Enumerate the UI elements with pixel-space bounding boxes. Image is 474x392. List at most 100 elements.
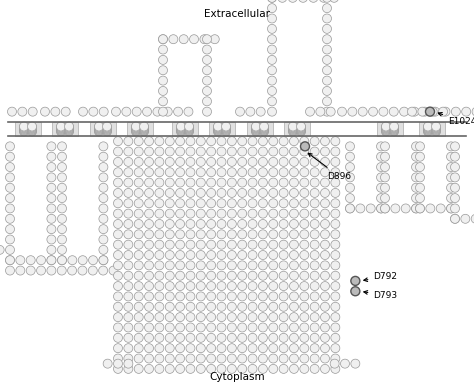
Circle shape (237, 292, 246, 301)
Circle shape (99, 152, 108, 161)
Circle shape (207, 147, 216, 156)
Circle shape (56, 125, 65, 134)
Circle shape (310, 302, 319, 311)
Circle shape (186, 313, 195, 321)
Circle shape (124, 209, 133, 218)
Circle shape (237, 302, 246, 311)
Circle shape (186, 292, 195, 301)
Circle shape (175, 209, 184, 218)
Circle shape (6, 142, 15, 151)
Circle shape (175, 344, 184, 353)
Circle shape (217, 189, 226, 198)
Circle shape (390, 123, 399, 132)
Circle shape (416, 152, 425, 161)
Circle shape (228, 178, 237, 187)
Circle shape (6, 256, 15, 265)
Circle shape (228, 271, 237, 280)
Circle shape (248, 137, 257, 146)
Circle shape (217, 323, 226, 332)
Circle shape (124, 344, 133, 353)
Circle shape (320, 220, 329, 229)
Circle shape (381, 204, 390, 213)
Circle shape (258, 137, 267, 146)
Circle shape (68, 266, 77, 275)
Circle shape (382, 123, 391, 132)
Circle shape (207, 230, 216, 239)
Circle shape (113, 281, 122, 290)
Circle shape (221, 123, 230, 132)
Circle shape (6, 183, 15, 192)
Circle shape (186, 147, 195, 156)
Circle shape (158, 35, 167, 44)
Circle shape (217, 220, 226, 229)
Circle shape (248, 189, 257, 198)
Circle shape (447, 173, 456, 182)
Circle shape (379, 107, 388, 116)
Circle shape (269, 189, 278, 198)
Circle shape (217, 147, 226, 156)
Circle shape (94, 125, 103, 134)
Circle shape (418, 107, 427, 116)
Circle shape (258, 354, 267, 363)
Circle shape (131, 126, 140, 135)
Circle shape (145, 168, 154, 177)
Bar (52, 122, 78, 136)
Circle shape (113, 240, 122, 249)
Circle shape (251, 126, 260, 135)
Circle shape (248, 292, 257, 301)
Circle shape (322, 35, 331, 44)
Circle shape (134, 354, 143, 363)
Circle shape (6, 204, 15, 213)
Circle shape (217, 240, 226, 249)
Circle shape (297, 123, 306, 132)
Circle shape (258, 199, 267, 208)
Circle shape (237, 344, 246, 353)
Circle shape (390, 127, 399, 136)
Circle shape (213, 123, 222, 132)
Circle shape (228, 230, 237, 239)
Circle shape (145, 281, 154, 290)
Circle shape (450, 173, 459, 182)
Circle shape (423, 125, 432, 134)
Circle shape (64, 125, 73, 134)
Circle shape (376, 194, 385, 203)
Circle shape (184, 123, 193, 132)
Circle shape (258, 147, 267, 156)
Circle shape (102, 125, 111, 134)
Circle shape (99, 204, 108, 213)
Circle shape (131, 125, 140, 134)
Circle shape (57, 152, 66, 161)
Circle shape (290, 189, 299, 198)
Circle shape (400, 107, 409, 116)
Circle shape (423, 125, 432, 134)
Circle shape (289, 126, 298, 135)
Circle shape (431, 127, 440, 136)
Circle shape (57, 256, 66, 265)
Circle shape (279, 302, 288, 311)
Circle shape (269, 344, 278, 353)
Circle shape (382, 125, 391, 134)
Circle shape (228, 365, 237, 373)
Circle shape (320, 281, 329, 290)
Circle shape (139, 122, 148, 131)
Circle shape (447, 142, 456, 151)
Circle shape (173, 107, 182, 116)
Circle shape (175, 157, 184, 166)
Circle shape (258, 189, 267, 198)
Circle shape (18, 107, 27, 116)
Circle shape (290, 147, 299, 156)
Circle shape (57, 235, 66, 244)
Circle shape (155, 147, 164, 156)
Circle shape (258, 209, 267, 218)
Circle shape (416, 183, 425, 192)
Circle shape (124, 281, 133, 290)
Circle shape (27, 123, 36, 132)
Circle shape (331, 365, 340, 373)
Circle shape (88, 266, 97, 275)
Circle shape (186, 261, 195, 270)
Circle shape (113, 147, 122, 156)
Circle shape (310, 189, 319, 198)
Circle shape (27, 125, 36, 134)
Circle shape (175, 230, 184, 239)
Circle shape (186, 240, 195, 249)
